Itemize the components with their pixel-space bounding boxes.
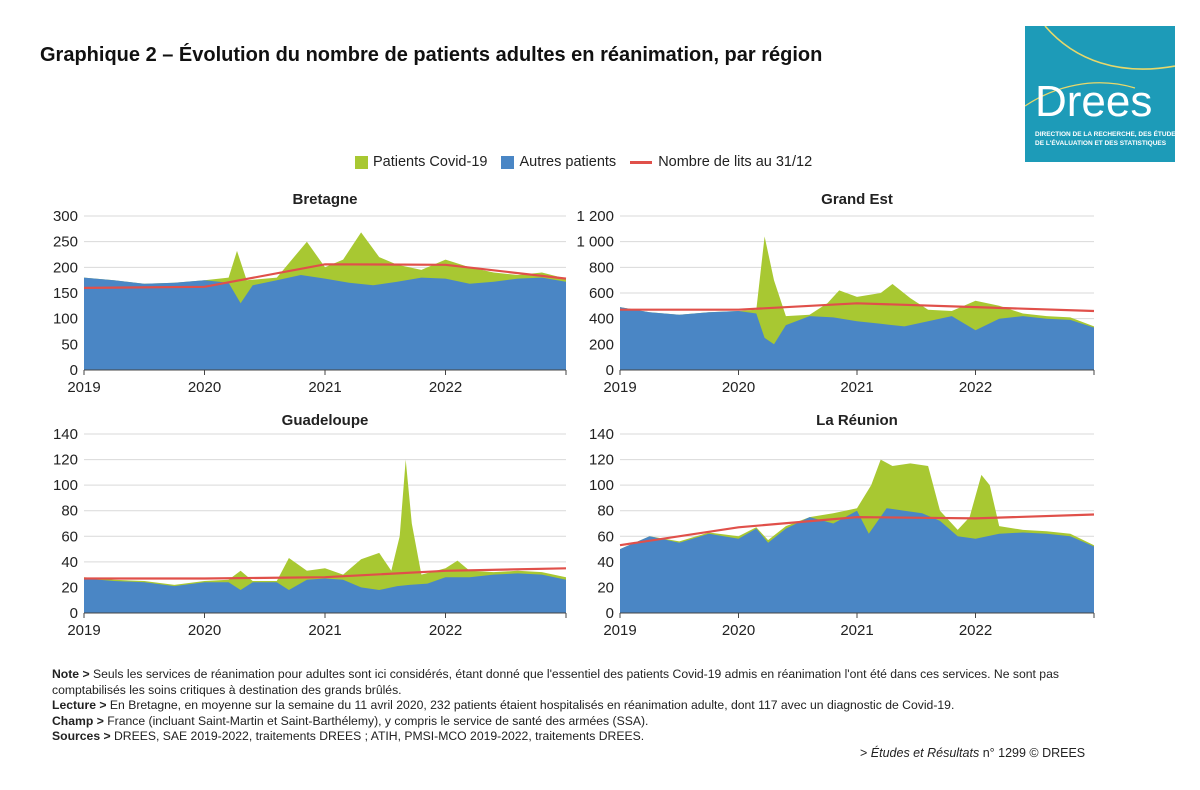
y-tick-label: 120: [53, 452, 78, 469]
y-tick-label: 100: [589, 477, 614, 494]
x-tick-label: 2019: [67, 379, 100, 396]
logo-wordmark: Drees: [1035, 77, 1152, 126]
note-paragraph: Note > Seuls les services de réanimation…: [52, 667, 1072, 698]
champ-text: France (incluant Saint-Martin et Saint-B…: [107, 713, 649, 728]
y-tick-label: 100: [53, 311, 78, 328]
y-tick-label: 50: [61, 336, 78, 353]
publication-reference: > Études et Résultats n° 1299 © DREES: [860, 746, 1085, 760]
chart-legend: Patients Covid-19 Autres patients Nombre…: [355, 152, 826, 172]
y-tick-label: 1 000: [576, 234, 614, 251]
note-text: Seuls les services de réanimation pour a…: [52, 667, 1059, 697]
note-label: Note >: [52, 667, 90, 681]
logo-subtitle-line-1: DIRECTION DE LA RECHERCHE, DES ÉTUDES,: [1035, 129, 1175, 138]
x-tick-label: 2020: [188, 379, 221, 396]
y-tick-label: 20: [61, 579, 78, 596]
publication-prefix: >: [860, 746, 868, 760]
lecture-label: Lecture >: [52, 698, 107, 713]
y-tick-label: 140: [53, 426, 78, 443]
y-tick-label: 300: [53, 208, 78, 225]
y-tick-label: 0: [70, 605, 78, 622]
legend-item-covid: Patients Covid-19: [355, 154, 487, 170]
y-tick-label: 40: [597, 554, 614, 571]
legend-item-beds: Nombre de lits au 31/12: [630, 154, 812, 170]
lecture-text: En Bretagne, en moyenne sur la semaine d…: [109, 698, 955, 713]
publication-name: Études et Résultats: [870, 746, 980, 760]
x-tick-label: 2022: [429, 622, 462, 639]
x-tick-label: 2021: [308, 379, 341, 396]
sources-text: DREES, SAE 2019-2022, traitements DREES …: [114, 729, 645, 744]
y-tick-label: 140: [589, 426, 614, 443]
x-tick-label: 2019: [603, 622, 636, 639]
y-tick-label: 100: [53, 477, 78, 494]
y-tick-label: 400: [589, 311, 614, 328]
x-tick-label: 2020: [722, 379, 755, 396]
y-tick-label: 60: [61, 528, 78, 545]
chart-title: Guadeloupe: [282, 412, 369, 429]
y-tick-label: 60: [597, 528, 614, 545]
notes-block: Note > Seuls les services de réanimation…: [52, 667, 1072, 745]
y-tick-label: 80: [61, 503, 78, 520]
x-tick-label: 2021: [840, 379, 873, 396]
series-area-autres-patients: [84, 275, 566, 370]
sources-label: Sources >: [52, 729, 111, 744]
y-tick-label: 250: [53, 234, 78, 251]
legend-item-others: Autres patients: [501, 154, 616, 170]
y-tick-label: 150: [53, 285, 78, 302]
series-area-autres-patients: [620, 508, 1094, 613]
y-tick-label: 20: [597, 579, 614, 596]
champ-paragraph: Champ > France (incluant Saint-Martin et…: [52, 714, 1072, 730]
y-tick-label: 0: [606, 362, 614, 379]
x-tick-label: 2020: [188, 622, 221, 639]
chart-title: Bretagne: [292, 191, 357, 208]
lecture-paragraph: Lecture > En Bretagne, en moyenne sur la…: [52, 698, 1072, 714]
logo-subtitle-line-2: DE L'ÉVALUATION ET DES STATISTIQUES: [1035, 138, 1167, 147]
legend-swatch-others: [501, 155, 515, 169]
series-line-lits: [620, 302, 1095, 313]
series-area-covid: [84, 459, 566, 613]
legend-label-beds: Nombre de lits au 31/12: [658, 154, 813, 170]
chart-title: Grand Est: [821, 191, 893, 208]
y-tick-label: 200: [589, 336, 614, 353]
y-tick-label: 200: [53, 259, 78, 276]
legend-swatch-covid: [355, 155, 368, 169]
x-tick-label: 2022: [959, 379, 992, 396]
logo-background: [1025, 26, 1175, 162]
series-line-lits: [83, 263, 567, 289]
y-tick-label: 1 200: [576, 208, 614, 225]
y-tick-label: 0: [606, 605, 614, 622]
y-tick-label: 600: [589, 285, 614, 302]
y-tick-label: 120: [589, 452, 614, 469]
y-tick-label: 0: [70, 362, 78, 379]
series-line-lits: [84, 567, 567, 580]
legend-label-covid: Patients Covid-19: [373, 154, 488, 170]
series-area-autres-patients: [84, 573, 566, 613]
legend-swatch-beds: [630, 160, 653, 164]
y-tick-label: 80: [597, 503, 614, 520]
x-tick-label: 2020: [722, 622, 755, 639]
x-tick-label: 2021: [308, 622, 341, 639]
series-area-autres-patients: [620, 307, 1094, 370]
y-tick-label: 40: [61, 554, 78, 571]
series-line-lits: [619, 513, 1095, 547]
x-tick-label: 2019: [67, 622, 100, 639]
x-tick-label: 2022: [959, 622, 992, 639]
legend-label-others: Autres patients: [519, 154, 617, 170]
chart-title: La Réunion: [816, 412, 898, 429]
y-tick-label: 800: [589, 259, 614, 276]
x-tick-label: 2022: [429, 379, 462, 396]
publication-suffix: n° 1299 © DREES: [982, 746, 1086, 760]
sources-paragraph: Sources > DREES, SAE 2019-2022, traiteme…: [52, 729, 1072, 745]
drees-logo: Drees DIRECTION DE LA RECHERCHE, DES ÉTU…: [1025, 26, 1175, 162]
x-tick-label: 2021: [840, 622, 873, 639]
page-title: Graphique 2 – Évolution du nombre de pat…: [40, 44, 823, 66]
champ-label: Champ >: [52, 713, 104, 728]
x-tick-label: 2019: [603, 379, 636, 396]
